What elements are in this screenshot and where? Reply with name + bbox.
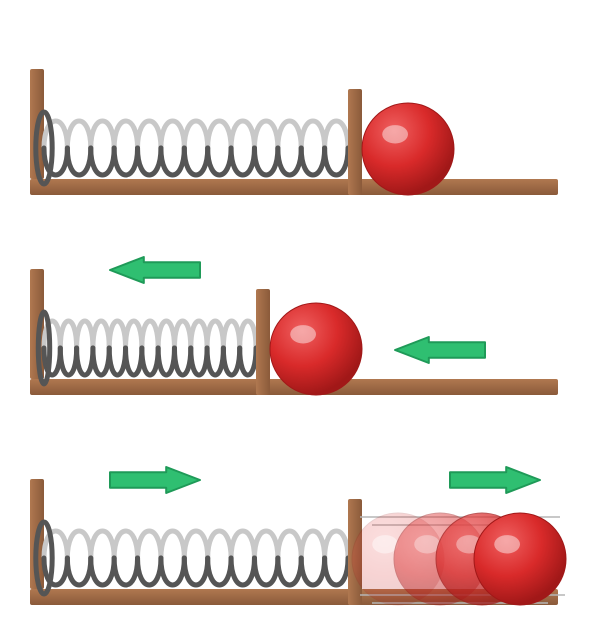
ball	[474, 513, 566, 605]
spring	[38, 312, 256, 384]
spring	[36, 522, 348, 594]
ball	[362, 103, 454, 195]
arrow-right	[110, 467, 200, 493]
arrow-right	[450, 467, 540, 493]
panel-compressed	[30, 257, 558, 395]
ball	[270, 303, 362, 395]
spring-plate	[348, 89, 362, 195]
arrow-left	[395, 337, 485, 363]
panel-equilibrium	[30, 69, 558, 195]
spring	[36, 112, 348, 184]
spring-plate	[256, 289, 270, 395]
arrow-left	[110, 257, 200, 283]
panel-released	[30, 467, 566, 605]
track-floor	[30, 179, 558, 195]
